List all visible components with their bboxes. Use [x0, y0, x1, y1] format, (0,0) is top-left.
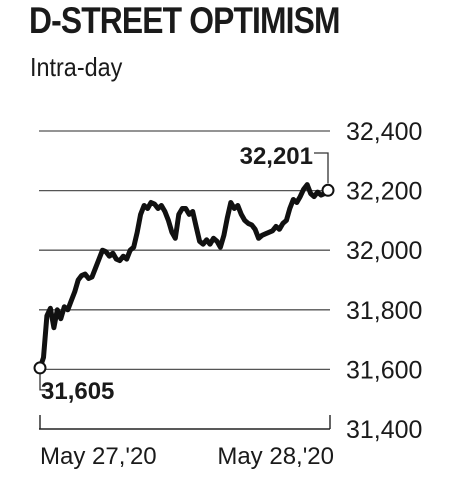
end-value-label: 32,201 — [240, 143, 313, 170]
y-tick-label: 31,400 — [346, 416, 422, 444]
grid-lines — [39, 130, 330, 371]
x-tick-label: May 27,'20 — [40, 443, 157, 470]
annotation-leaders — [39, 152, 329, 391]
start-annotation-leader — [39, 373, 52, 391]
y-tick-label: 32,000 — [346, 237, 422, 265]
series-line — [37, 182, 331, 371]
end-point-marker — [321, 183, 335, 197]
y-tick-label: 31,600 — [346, 356, 422, 384]
y-tick-label: 32,400 — [346, 118, 422, 146]
y-tick-label: 31,800 — [346, 297, 422, 325]
start-point-marker — [33, 361, 47, 375]
start-value-label: 31,605 — [41, 378, 114, 405]
y-tick-label: 32,200 — [346, 178, 422, 206]
chart-title: D-STREET OPTIMISM — [29, 0, 341, 41]
x-axis: May 27,'20 May 28,'20 — [39, 415, 334, 470]
end-annotation-leader — [314, 152, 329, 184]
annotation-labels: 31,605 32,201 — [41, 143, 313, 405]
y-tick-labels: 32,400 32,200 32,000 31,800 31,600 31,400 — [346, 118, 422, 444]
endpoint-markers — [33, 183, 335, 375]
chart-subtitle: Intra-day — [30, 52, 123, 82]
x-tick-label: May 28,'20 — [217, 443, 334, 470]
